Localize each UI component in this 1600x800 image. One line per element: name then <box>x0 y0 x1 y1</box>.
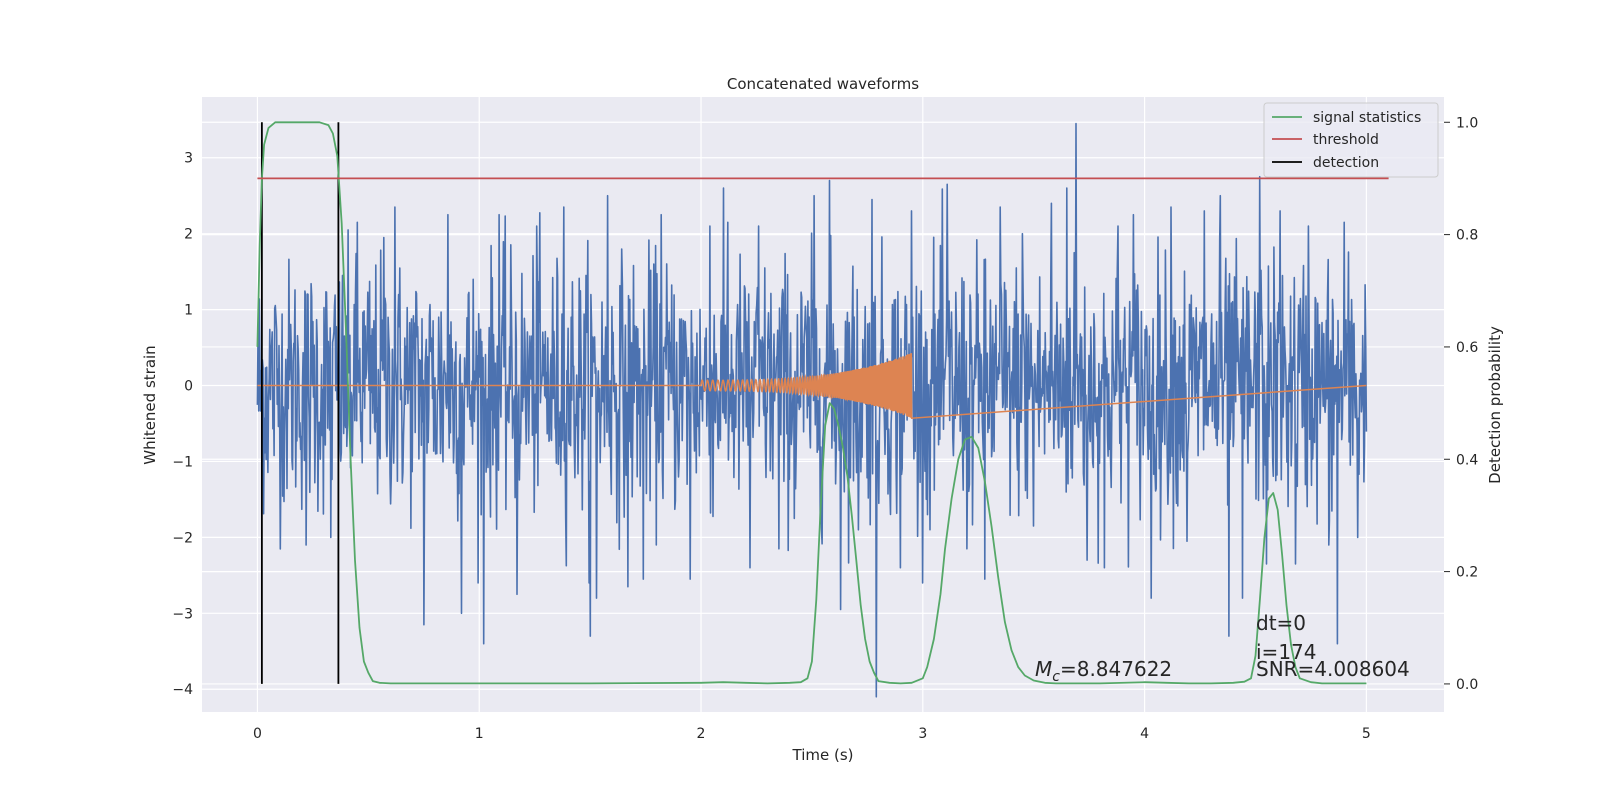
y-axis-title: Whitened strain <box>141 345 159 464</box>
legend-box <box>1263 102 1439 178</box>
x-tick-label: 4 <box>1140 726 1149 742</box>
series-signal-statistics-line <box>256 121 1367 685</box>
y-tick-label: −1 <box>172 454 193 470</box>
y-tick-label: 2 <box>184 227 193 243</box>
data-series-layer <box>256 121 1389 698</box>
y2-axis-title: Detection probability <box>1486 326 1504 484</box>
y-tick-label: −2 <box>172 530 193 546</box>
bottom-axis-ticks: 0 1 2 3 4 5 <box>253 726 1371 742</box>
x-tick-label: 0 <box>253 726 262 742</box>
series-injected-waveform-line <box>257 353 1367 420</box>
y2-tick-label: 0.0 <box>1456 677 1478 693</box>
x-axis-title: Time (s) <box>792 746 854 764</box>
annotations: dt=0 i=174 SNR=4.008604 Mc=8.847622 <box>1035 611 1410 685</box>
y-tick-label: −4 <box>172 682 193 698</box>
x-tick-label: 3 <box>918 726 927 742</box>
plot-area-background <box>202 97 1444 712</box>
series-whitened-strain-line <box>256 122 1368 698</box>
y-tick-label: −3 <box>172 606 193 622</box>
x-tick-label: 2 <box>697 726 706 742</box>
annotation-i: i=174 <box>1256 640 1317 664</box>
left-axis-ticks: −4 −3 −2 −1 0 1 2 3 <box>172 151 193 698</box>
y2-tick-label: 1.0 <box>1456 115 1478 131</box>
y2-tick-label: 0.8 <box>1456 228 1478 244</box>
legend-detection-label: detection <box>1313 155 1379 171</box>
annotation-mc-symbol: M <box>1035 657 1052 681</box>
annotation-mc: Mc=8.847622 <box>1035 657 1172 685</box>
right-axis-ticks: 0.0 0.2 0.4 0.6 0.8 1.0 <box>1444 115 1478 693</box>
legend-threshold-label: threshold <box>1313 132 1379 148</box>
annotation-dt: dt=0 <box>1256 611 1306 635</box>
y2-tick-label: 0.2 <box>1456 565 1478 581</box>
annotation-mc-value: =8.847622 <box>1060 657 1172 681</box>
x-tick-label: 1 <box>475 726 484 742</box>
y2-tick-label: 0.4 <box>1456 452 1478 468</box>
y-tick-label: 1 <box>184 303 193 319</box>
y2-tick-label: 0.6 <box>1456 340 1478 356</box>
x-tick-label: 5 <box>1362 726 1371 742</box>
y-tick-label: 3 <box>184 151 193 167</box>
annotation-snr: SNR=4.008604 <box>1256 657 1410 681</box>
legend: signal statistics threshold detection <box>1263 102 1439 178</box>
chart-title: Concatenated waveforms <box>727 75 919 93</box>
y-tick-label: 0 <box>184 379 193 395</box>
annotation-mc-subscript: c <box>1052 669 1060 685</box>
legend-signal-statistics-label: signal statistics <box>1313 110 1421 126</box>
